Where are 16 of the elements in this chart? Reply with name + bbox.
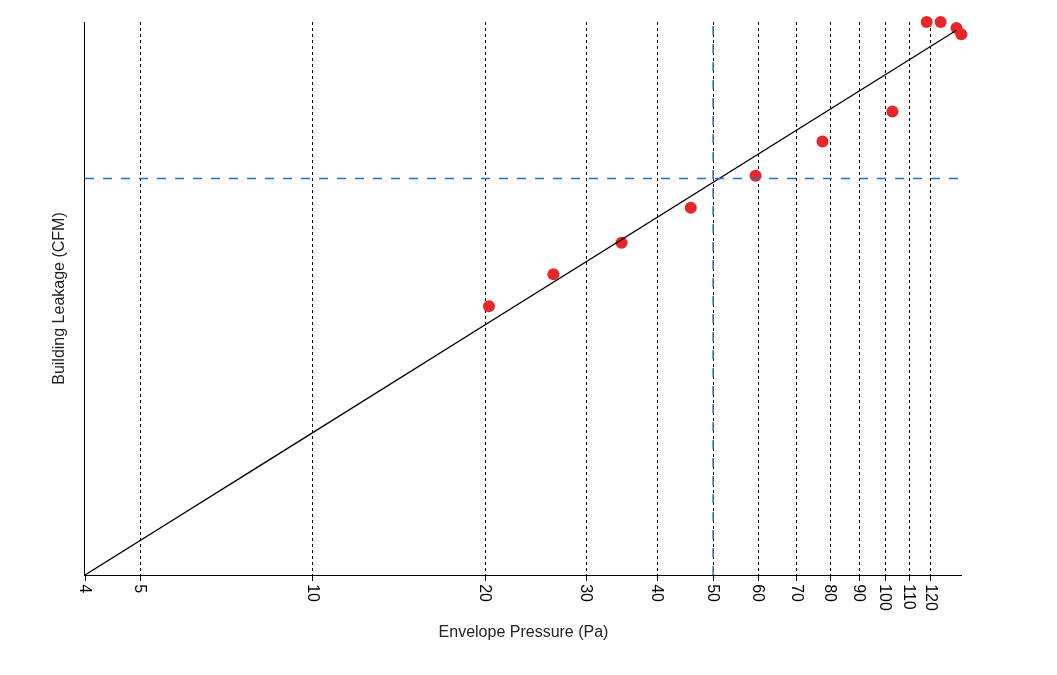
x-tick-label: 90 [851, 584, 869, 603]
x-tick-label: 80 [821, 584, 839, 603]
x-tick-label: 5 [132, 584, 150, 594]
x-tick-label: 60 [750, 584, 768, 603]
x-tick-label: 70 [788, 584, 806, 603]
x-tick-label: 120 [922, 584, 940, 611]
x-tick-label: 20 [477, 584, 495, 603]
x-tick-label: 30 [577, 584, 595, 603]
x-tick-label: 40 [649, 584, 667, 603]
x-tick-label: 110 [901, 584, 919, 610]
x-tick-label: 4 [76, 584, 94, 594]
x-tick-label: 100 [877, 584, 895, 611]
y-axis-title: Building Leakage (CFM) [49, 212, 67, 385]
x-axis-title: Envelope Pressure (Pa) [438, 622, 609, 640]
x-tick-label: 10 [304, 584, 322, 603]
x-tick-label: 50 [704, 584, 722, 603]
